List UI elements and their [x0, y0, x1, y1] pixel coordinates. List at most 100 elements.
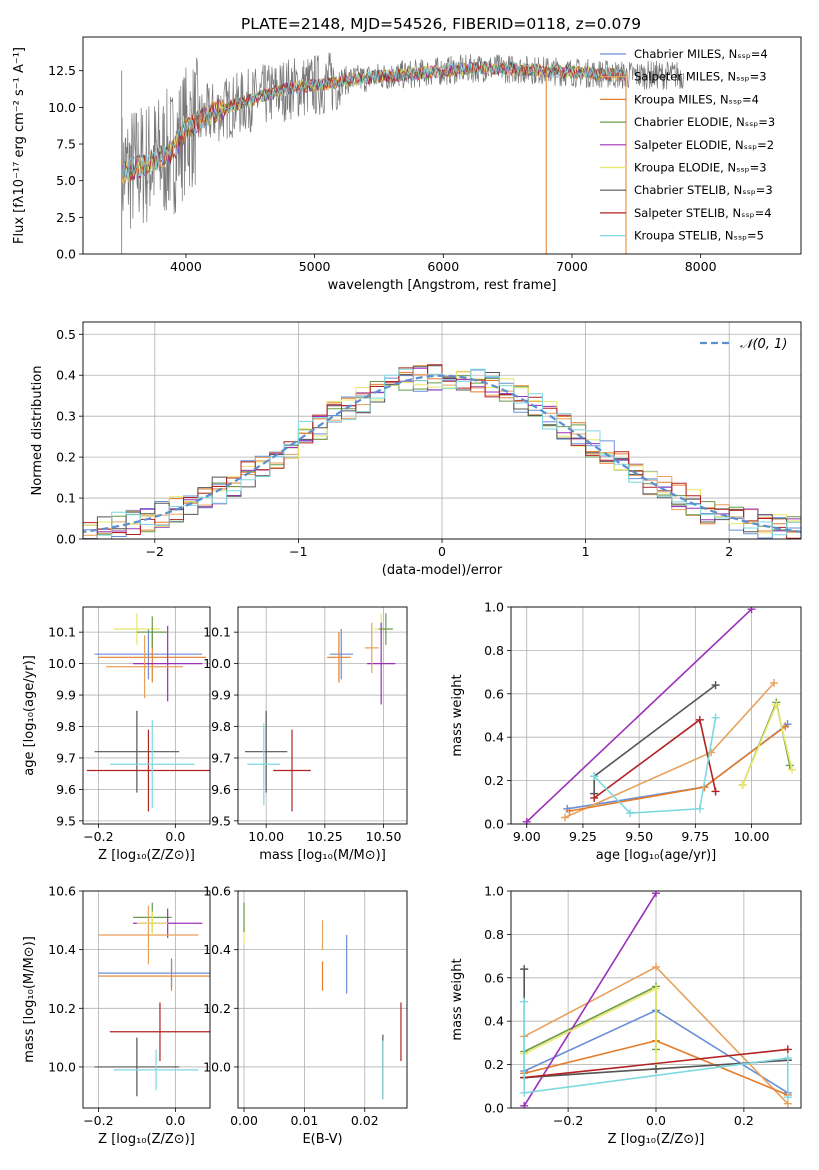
data-point — [520, 1101, 529, 1108]
y-tick-label: 0.6 — [484, 686, 504, 701]
x-tick-label: −1 — [289, 544, 307, 559]
x-tick-label: 5000 — [299, 259, 331, 274]
x-tick-label: 0 — [438, 544, 446, 559]
y-tick-label: 1.0 — [484, 600, 504, 615]
x-axis-label: mass [log₁₀(M/M⊙)] — [259, 848, 386, 863]
data-point — [695, 715, 704, 724]
y-axis-label: Normed distribution — [30, 366, 45, 496]
panel-massweight_vs_age: 9.00 9.25 9.50 9.75 10.00 0.0 0.2 0.4 0.6 0.8 1.0 a… — [450, 600, 802, 863]
panel-age_vs_mass: 10.00 10.25 10.50 9.5 9.6 9.7 9.8 9.9 10.0 10.1 ma… — [203, 606, 408, 863]
x-axis-label: Z [log₁₀(Z/Z⊙)] — [608, 1132, 705, 1147]
x-tick-label: 10.50 — [366, 829, 402, 844]
y-tick-label: 9.6 — [56, 782, 76, 797]
y-tick-label: 9.9 — [56, 688, 76, 703]
x-tick-label: 9.25 — [569, 829, 597, 844]
y-tick-label: 7.5 — [56, 137, 76, 152]
normal-curve — [83, 374, 801, 533]
x-tick-label: 8000 — [685, 259, 717, 274]
x-axis-label: age [log₁₀(age/yr)] — [596, 848, 717, 863]
x-tick-label: −0.2 — [83, 1113, 113, 1128]
panel-mass_vs_Z: −0.2 0.0 10.0 10.2 10.4 10.6 Z [log₁₀(Z/Z⊙)] ma… — [22, 884, 211, 1147]
observed-spectrum — [121, 52, 684, 240]
y-tick-label: 9.7 — [211, 750, 231, 765]
data-point — [565, 806, 574, 815]
x-tick-label: 10.00 — [734, 829, 770, 844]
legend-label: Kroupa ELODIE, Nₛₛₚ=3 — [634, 161, 767, 175]
y-tick-label: 1.0 — [484, 884, 504, 899]
data-point — [590, 793, 599, 802]
panel-mass_vs_ebv: 0.00 0.01 0.02 10.0 10.2 10.4 10.6 E(B-V) — [203, 884, 408, 1147]
data-point — [707, 748, 716, 757]
x-axis-label: Z [log₁₀(Z/Z⊙)] — [98, 1132, 195, 1147]
legend-label: Salpeter STELIB, Nₛₛₚ=4 — [634, 206, 772, 220]
y-axis-label: age [log₁₀(age/yr)] — [22, 655, 37, 776]
x-tick-label: −2 — [146, 544, 164, 559]
y-tick-label: 0.8 — [484, 643, 504, 658]
model-spectrum-8 — [121, 61, 627, 181]
x-tick-label: −0.2 — [83, 829, 113, 844]
y-tick-label: 12.5 — [48, 63, 76, 78]
data-point — [711, 713, 720, 722]
x-tick-label: 0.0 — [165, 829, 185, 844]
data-point — [711, 787, 720, 796]
data-point — [652, 891, 660, 898]
y-tick-label: 0.2 — [484, 1057, 504, 1072]
data-point — [520, 997, 529, 1006]
plot-area — [243, 902, 402, 1100]
legend: Chabrier MILES, Nₛₛₚ=4 Salpeter MILES, Nₛ… — [600, 47, 775, 243]
y-tick-label: 0.0 — [484, 1101, 504, 1116]
data-point — [711, 681, 720, 690]
y-tick-label: 10.1 — [48, 625, 76, 640]
y-tick-label: 0.0 — [56, 247, 76, 262]
panel-spectrum: 4000 5000 6000 7000 8000 0.0 2.5 5.0 7.5 10.0 12.5… — [12, 36, 802, 293]
y-tick-label: 10.2 — [48, 1001, 76, 1016]
y-axis-label: mass [log₁₀(M/M⊙)] — [22, 936, 37, 1063]
plot-area — [522, 607, 797, 824]
y-tick-label: 10.2 — [203, 1001, 231, 1016]
residual-histogram-8 — [83, 368, 801, 539]
x-tick-label: 7000 — [556, 259, 588, 274]
axes-frame — [82, 321, 802, 540]
y-tick-label: 0.8 — [484, 927, 504, 942]
data-point — [783, 1054, 792, 1063]
y-tick-label: 10.0 — [48, 1059, 76, 1074]
data-point — [520, 965, 529, 974]
data-point — [652, 962, 660, 971]
y-tick-label: 0.4 — [484, 1014, 504, 1029]
y-tick-label: 9.5 — [56, 813, 76, 828]
data-point — [560, 813, 569, 822]
y-tick-label: 0.5 — [56, 327, 76, 342]
y-tick-label: 9.7 — [56, 750, 76, 765]
y-tick-label: 10.0 — [203, 1059, 231, 1074]
data-point — [695, 804, 704, 813]
y-tick-label: 0.4 — [56, 368, 76, 383]
y-tick-label: 0.1 — [56, 491, 76, 506]
x-tick-label: 2 — [725, 544, 733, 559]
x-tick-label: 1 — [582, 544, 590, 559]
x-tick-label: −0.2 — [553, 1113, 583, 1128]
x-axis-label: (data-model)/error — [382, 563, 503, 578]
data-point — [520, 1088, 529, 1097]
panel-massweight_vs_Z: −0.2 0.0 0.2 0.0 0.2 0.4 0.6 0.8 1.0 Z [log₁₀(Z/Z… — [450, 884, 802, 1147]
y-axis-label: mass weight — [450, 674, 465, 756]
axes-frame — [510, 606, 802, 825]
plot-area — [245, 613, 396, 812]
data-point — [783, 1093, 792, 1102]
data-point — [522, 817, 531, 824]
y-tick-label: 10.0 — [48, 100, 76, 115]
axes-frame — [510, 890, 802, 1109]
x-tick-label: 0.2 — [734, 1113, 754, 1128]
axes-frame — [82, 36, 802, 255]
data-point — [652, 984, 660, 993]
y-tick-label: 10.0 — [203, 656, 231, 671]
plot-area — [83, 364, 801, 539]
x-tick-label: 0.0 — [646, 1113, 666, 1128]
data-point — [652, 1064, 660, 1073]
legend-label: Chabrier STELIB, Nₛₛₚ=3 — [634, 183, 773, 197]
legend-label: Salpeter ELODIE, Nₛₛₚ=2 — [634, 138, 774, 152]
legend-label: Chabrier MILES, Nₛₛₚ=4 — [634, 47, 768, 61]
x-tick-label: 9.00 — [513, 829, 541, 844]
y-tick-label: 10.4 — [203, 942, 231, 957]
axes-frame — [237, 606, 408, 825]
